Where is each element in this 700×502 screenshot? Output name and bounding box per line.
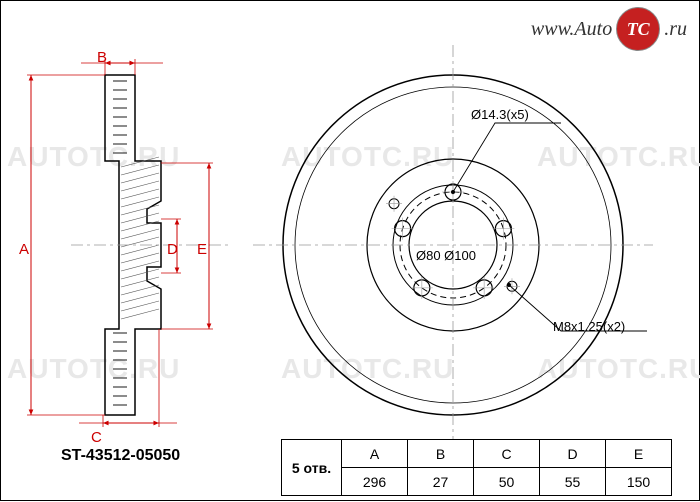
callout-hub-dia: Ø80 Ø100 (416, 248, 476, 263)
drawing-frame: AUTOTC.RUAUTOTC.RUAUTOTC.RUAUTOTC.RUAUTO… (0, 0, 700, 501)
table-value-cell: 50 (474, 468, 540, 496)
callout-bolt-dia: Ø14.3(x5) (471, 107, 529, 122)
table-header-cell: D (540, 440, 606, 468)
callout-thread: M8x1.25(x2) (553, 319, 625, 334)
table-value-cell: 296 (342, 468, 408, 496)
dim-label-b: B (97, 49, 107, 66)
dim-label-a: A (19, 241, 29, 258)
table-holes-cell: 5 отв. (282, 440, 342, 496)
table-header-cell: B (408, 440, 474, 468)
part-number: ST-43512-05050 (61, 447, 180, 465)
dim-label-c: C (91, 429, 102, 446)
table-value-cell: 27 (408, 468, 474, 496)
dimensions-table: 5 отв.ABCDE 296275055150 (281, 439, 672, 496)
technical-drawing (1, 1, 700, 502)
table-header-cell: E (606, 440, 672, 468)
table-value-cell: 150 (606, 468, 672, 496)
table-header-cell: A (342, 440, 408, 468)
table-value-cell: 55 (540, 468, 606, 496)
dim-label-e: E (197, 241, 207, 258)
dim-label-d: D (167, 241, 178, 258)
table-header-cell: C (474, 440, 540, 468)
